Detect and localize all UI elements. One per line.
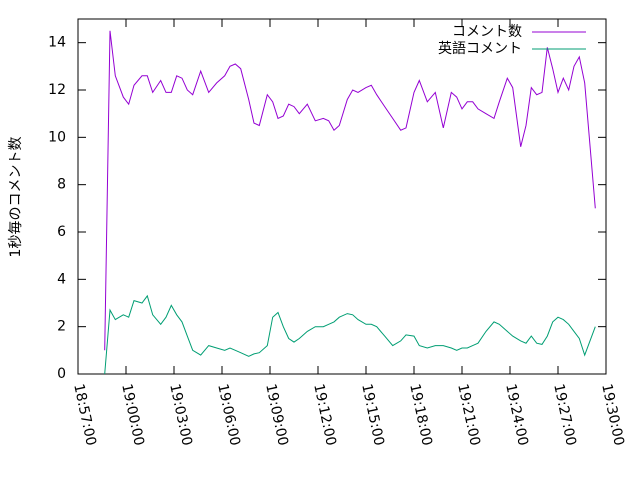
series-line <box>104 30 596 351</box>
series-line <box>104 294 596 375</box>
y-axis-label: 1秒毎のコメント数 <box>8 137 24 258</box>
y-tick-label: 2 <box>57 319 66 335</box>
x-tick-label: 19:03:00 <box>166 382 195 447</box>
x-tick-label: 19:15:00 <box>358 382 387 447</box>
x-tick-label: 19:30:00 <box>598 382 627 447</box>
x-tick-label: 19:21:00 <box>454 382 483 447</box>
x-tick-label: 19:06:00 <box>214 382 243 447</box>
x-tick-label: 19:27:00 <box>550 382 579 447</box>
x-tick-label: 19:18:00 <box>406 382 435 447</box>
y-tick-label: 12 <box>48 82 66 98</box>
y-tick-label: 4 <box>57 271 66 287</box>
y-tick-label: 14 <box>48 35 66 51</box>
y-tick-label: 0 <box>57 366 66 382</box>
legend-label: コメント数 <box>452 24 522 40</box>
x-tick-label: 18:57:00 <box>70 382 99 447</box>
x-tick-label: 19:24:00 <box>502 382 531 447</box>
x-tick-label: 19:12:00 <box>310 382 339 447</box>
plot-border <box>77 18 607 375</box>
y-tick-label: 8 <box>57 177 66 193</box>
y-tick-label: 10 <box>48 129 66 145</box>
x-tick-label: 19:00:00 <box>118 382 147 447</box>
legend-label: 英語コメント <box>438 40 522 57</box>
x-tick-label: 19:09:00 <box>262 382 291 447</box>
y-tick-label: 6 <box>57 224 66 240</box>
